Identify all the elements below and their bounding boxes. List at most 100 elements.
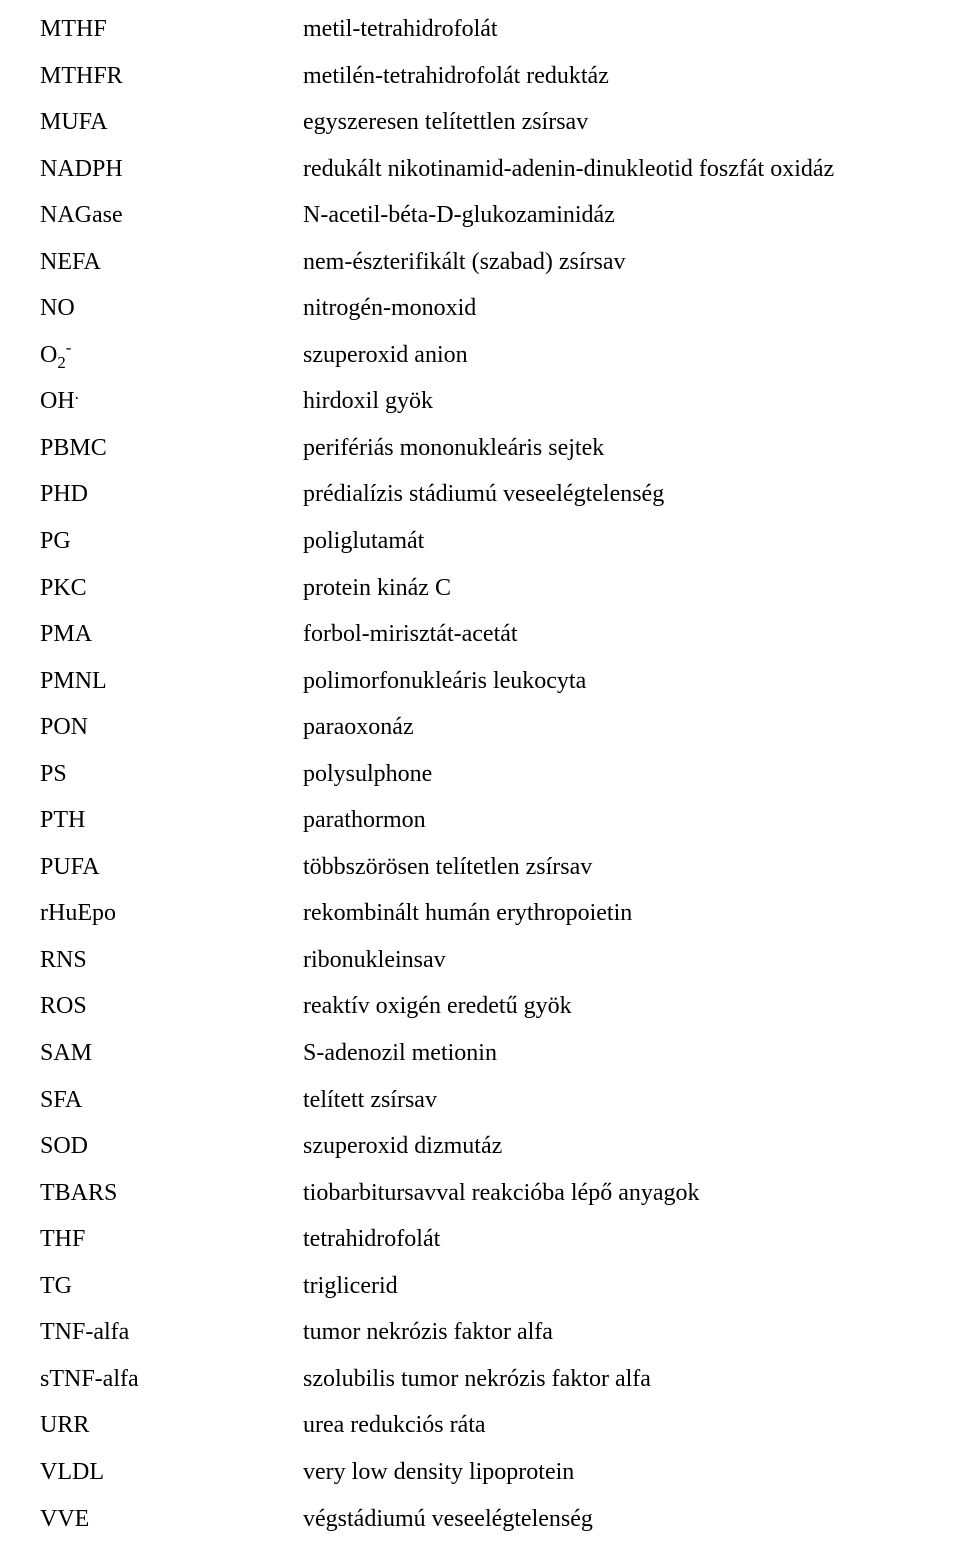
abbreviation-row: PMNLpolimorfonukleáris leukocyta <box>40 658 960 705</box>
abbreviation-definition: metil-tetrahidrofolát <box>303 6 960 53</box>
abbreviation-definition: nitrogén-monoxid <box>303 285 960 332</box>
abbreviation-definition: polysulphone <box>303 751 960 798</box>
abbreviation-term: PG <box>40 518 303 565</box>
abbreviation-row: URRurea redukciós ráta <box>40 1402 960 1449</box>
abbreviation-row: SFAtelített zsírsav <box>40 1077 960 1124</box>
abbreviation-definition: metilén-tetrahidrofolát reduktáz <box>303 53 960 100</box>
abbreviation-row: PSpolysulphone <box>40 751 960 798</box>
abbreviation-definition: urea redukciós ráta <box>303 1402 960 1449</box>
abbreviation-term: NAGase <box>40 192 303 239</box>
abbreviation-term: SOD <box>40 1123 303 1170</box>
abbreviation-term: TBARS <box>40 1170 303 1217</box>
abbreviation-definition: reaktív oxigén eredetű gyök <box>303 983 960 1030</box>
abbreviation-term: NEFA <box>40 239 303 286</box>
abbreviation-definition: polimorfonukleáris leukocyta <box>303 658 960 705</box>
abbreviation-definition: telített zsírsav <box>303 1077 960 1124</box>
abbreviation-term: O2- <box>40 332 303 379</box>
abbreviation-row: VVEvégstádiumú veseelégtelenség <box>40 1496 960 1543</box>
abbreviation-definition: N-acetil-béta-D-glukozaminidáz <box>303 192 960 239</box>
abbreviation-term: ROS <box>40 983 303 1030</box>
abbreviation-row: TNF-alfatumor nekrózis faktor alfa <box>40 1309 960 1356</box>
abbreviation-row: SAMS-adenozil metionin <box>40 1030 960 1077</box>
abbreviation-term: THF <box>40 1216 303 1263</box>
abbreviation-term: MUFA <box>40 99 303 146</box>
abbreviation-term: NO <box>40 285 303 332</box>
abbreviation-term: PTH <box>40 797 303 844</box>
abbreviation-row: NEFAnem-észterifikált (szabad) zsírsav <box>40 239 960 286</box>
abbreviation-row: TGtriglicerid <box>40 1263 960 1310</box>
abbreviation-definition: paraoxonáz <box>303 704 960 751</box>
abbreviation-definition: perifériás mononukleáris sejtek <box>303 425 960 472</box>
abbreviation-row: MUFAegyszeresen telítettlen zsírsav <box>40 99 960 146</box>
abbreviation-row: PKCprotein kináz C <box>40 565 960 612</box>
abbreviation-definition: triglicerid <box>303 1263 960 1310</box>
abbreviation-definition: ribonukleinsav <box>303 937 960 984</box>
abbreviation-definition: egyszeresen telítettlen zsírsav <box>303 99 960 146</box>
abbreviation-row: NAGaseN-acetil-béta-D-glukozaminidáz <box>40 192 960 239</box>
abbreviation-term: VVE <box>40 1496 303 1543</box>
abbreviation-definition: rekombinált humán erythropoietin <box>303 890 960 937</box>
abbreviation-term: MTHFR <box>40 53 303 100</box>
abbreviation-term: RNS <box>40 937 303 984</box>
abbreviation-row: PHDprédialízis stádiumú veseelégtelenség <box>40 471 960 518</box>
abbreviation-term: PHD <box>40 471 303 518</box>
abbreviation-term: PS <box>40 751 303 798</box>
abbreviation-definition: S-adenozil metionin <box>303 1030 960 1077</box>
abbreviation-definition: forbol-mirisztát-acetát <box>303 611 960 658</box>
abbreviation-definition: hirdoxil gyök <box>303 378 960 425</box>
abbreviation-definition: poliglutamát <box>303 518 960 565</box>
abbreviation-row: THFtetrahidrofolát <box>40 1216 960 1263</box>
abbreviation-row: sTNF-alfaszolubilis tumor nekrózis fakto… <box>40 1356 960 1403</box>
abbreviation-term: VLDL <box>40 1449 303 1496</box>
abbreviation-definition: tetrahidrofolát <box>303 1216 960 1263</box>
abbreviation-row: PGpoliglutamát <box>40 518 960 565</box>
abbreviation-term: MTHF <box>40 6 303 53</box>
abbreviation-definition: redukált nikotinamid-adenin-dinukleotid … <box>303 146 960 193</box>
abbreviation-row: PMAforbol-mirisztát-acetát <box>40 611 960 658</box>
abbreviation-term: PMA <box>40 611 303 658</box>
abbreviation-definition: tiobarbitursavval reakcióba lépő anyagok <box>303 1170 960 1217</box>
abbreviation-definition: parathormon <box>303 797 960 844</box>
abbreviation-row: PTHparathormon <box>40 797 960 844</box>
abbreviation-definition: szuperoxid dizmutáz <box>303 1123 960 1170</box>
abbreviation-term: TG <box>40 1263 303 1310</box>
abbreviation-term: TNF-alfa <box>40 1309 303 1356</box>
abbreviation-row: TBARStiobarbitursavval reakcióba lépő an… <box>40 1170 960 1217</box>
abbreviation-term: SAM <box>40 1030 303 1077</box>
abbreviation-row: NADPHredukált nikotinamid-adenin-dinukle… <box>40 146 960 193</box>
abbreviation-definition: protein kináz C <box>303 565 960 612</box>
abbreviation-row: OH.hirdoxil gyök <box>40 378 960 425</box>
abbreviation-definition: nem-észterifikált (szabad) zsírsav <box>303 239 960 286</box>
abbreviation-row: ROSreaktív oxigén eredetű gyök <box>40 983 960 1030</box>
abbreviation-definition: szuperoxid anion <box>303 332 960 379</box>
abbreviation-term: PBMC <box>40 425 303 472</box>
abbreviation-row: MTHFRmetilén-tetrahidrofolát reduktáz <box>40 53 960 100</box>
abbreviation-row: VLDLvery low density lipoprotein <box>40 1449 960 1496</box>
abbreviation-list: MTHFmetil-tetrahidrofolátMTHFRmetilén-te… <box>40 6 960 1542</box>
abbreviation-term: rHuEpo <box>40 890 303 937</box>
abbreviation-row: PUFAtöbbszörösen telítetlen zsírsav <box>40 844 960 891</box>
abbreviation-term: PON <box>40 704 303 751</box>
abbreviation-row: RNSribonukleinsav <box>40 937 960 984</box>
abbreviation-row: PBMCperifériás mononukleáris sejtek <box>40 425 960 472</box>
abbreviation-term: OH. <box>40 378 303 425</box>
abbreviation-definition: szolubilis tumor nekrózis faktor alfa <box>303 1356 960 1403</box>
abbreviation-row: NOnitrogén-monoxid <box>40 285 960 332</box>
abbreviation-row: rHuEporekombinált humán erythropoietin <box>40 890 960 937</box>
abbreviation-term: PKC <box>40 565 303 612</box>
abbreviation-term: NADPH <box>40 146 303 193</box>
abbreviation-term: sTNF-alfa <box>40 1356 303 1403</box>
abbreviation-term: URR <box>40 1402 303 1449</box>
abbreviation-row: MTHFmetil-tetrahidrofolát <box>40 6 960 53</box>
abbreviation-definition: tumor nekrózis faktor alfa <box>303 1309 960 1356</box>
abbreviation-definition: very low density lipoprotein <box>303 1449 960 1496</box>
abbreviation-definition: végstádiumú veseelégtelenség <box>303 1496 960 1543</box>
abbreviation-row: SODszuperoxid dizmutáz <box>40 1123 960 1170</box>
abbreviation-row: PONparaoxonáz <box>40 704 960 751</box>
abbreviation-definition: többszörösen telítetlen zsírsav <box>303 844 960 891</box>
abbreviation-term: PMNL <box>40 658 303 705</box>
abbreviation-term: SFA <box>40 1077 303 1124</box>
abbreviation-term: PUFA <box>40 844 303 891</box>
abbreviation-row: O2-szuperoxid anion <box>40 332 960 379</box>
abbreviation-definition: prédialízis stádiumú veseelégtelenség <box>303 471 960 518</box>
